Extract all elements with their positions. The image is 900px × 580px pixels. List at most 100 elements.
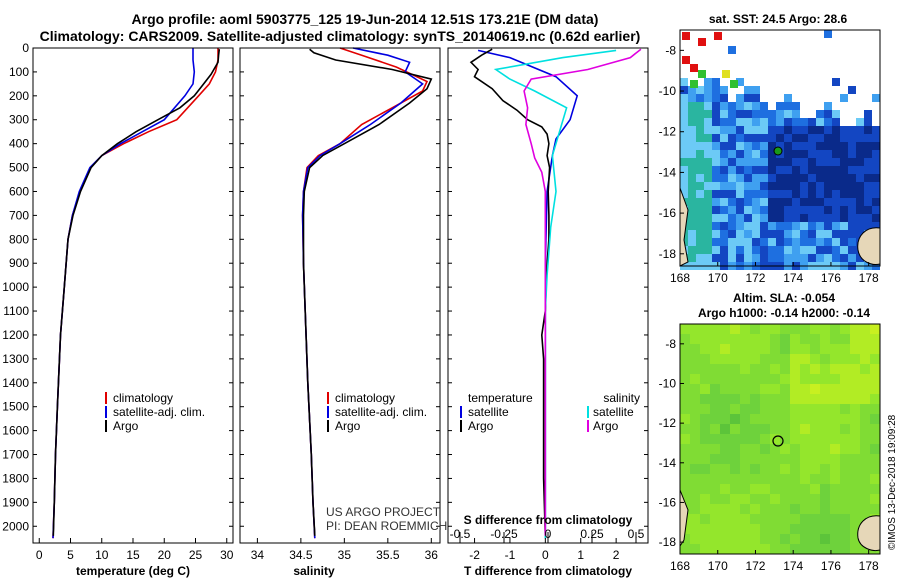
sst-cell [736, 158, 744, 166]
sst-cell [760, 182, 768, 190]
sla-cell [730, 444, 740, 454]
sla-cell [700, 354, 710, 364]
sst-cell [744, 214, 752, 222]
sst-cell [824, 126, 832, 134]
sst-cell [728, 206, 736, 214]
sla-cell [870, 424, 880, 434]
sst-cell [848, 174, 856, 182]
sst-cell [744, 86, 752, 94]
sla-cell [720, 394, 730, 404]
y-tick-label: 200 [9, 89, 29, 103]
sst-cell [800, 214, 808, 222]
sla-cell [790, 444, 800, 454]
sst-cell [808, 166, 816, 174]
sst-cell [872, 142, 880, 150]
sst-cell [784, 94, 792, 102]
sst-cell [872, 198, 880, 206]
sst-cell [784, 222, 792, 230]
sla-cell [740, 344, 750, 354]
sst-cell [704, 230, 712, 238]
sla-cell [800, 334, 810, 344]
sla-cell [730, 514, 740, 524]
sla-cell [850, 524, 860, 534]
sst-cell [776, 158, 784, 166]
sst-cell [776, 118, 784, 126]
map-y-tick-label: -16 [659, 206, 677, 220]
sla-cell [720, 444, 730, 454]
sla-cell [770, 504, 780, 514]
sla-cell [800, 484, 810, 494]
x-tick-label: 15 [126, 548, 140, 562]
sst-cell [840, 214, 848, 222]
sst-cell [864, 198, 872, 206]
sla-cell [750, 384, 760, 394]
sst-cell [752, 190, 760, 198]
sst-cell [832, 166, 840, 174]
sst-cell [832, 110, 840, 118]
sla-cell [860, 494, 870, 504]
sst-cell [792, 182, 800, 190]
sst-cell [808, 214, 816, 222]
sla-cell [690, 464, 700, 474]
sla-cell [750, 514, 760, 524]
sst-cell [864, 150, 872, 158]
x-tick-label: 30 [220, 548, 234, 562]
sla-cell [750, 424, 760, 434]
sla-cell [740, 544, 750, 554]
legend-argo: Argo [335, 419, 361, 433]
t-difference-x-label: T difference from climatology [464, 564, 632, 578]
sla-cell [860, 394, 870, 404]
sla-cell [830, 514, 840, 524]
sla-cell [860, 374, 870, 384]
sst-cell [872, 158, 880, 166]
y-tick-label: 1000 [2, 280, 29, 294]
sla-cell [850, 424, 860, 434]
map-y-tick-label: -12 [659, 125, 677, 139]
sst-cell [752, 166, 760, 174]
sst-cell [776, 238, 784, 246]
sst-cell [682, 32, 690, 40]
sla-cell [720, 334, 730, 344]
sst-cell [848, 230, 856, 238]
sst-cell [736, 134, 744, 142]
sla-cell [740, 514, 750, 524]
sst-cell [872, 206, 880, 214]
sla-cell [730, 324, 740, 334]
sla-cell [800, 424, 810, 434]
sst-cell [728, 110, 736, 118]
sst-cell [872, 190, 880, 198]
sst-cell [704, 214, 712, 222]
sst-cell [792, 158, 800, 166]
sla-cell [870, 344, 880, 354]
sla-cell [800, 494, 810, 504]
sst-cell [840, 222, 848, 230]
sst-cell [840, 254, 848, 262]
sla-cell [710, 414, 720, 424]
sla-cell [680, 484, 690, 494]
sst-cell [688, 174, 696, 182]
sst-cell [704, 94, 712, 102]
sla-cell [870, 484, 880, 494]
sla-cell [850, 514, 860, 524]
sst-cell [680, 94, 688, 102]
sla-cell [820, 434, 830, 444]
sla-cell [860, 324, 870, 334]
sst-cell [752, 222, 760, 230]
sla-cell [850, 454, 860, 464]
sla-cell [700, 484, 710, 494]
sst-cell [720, 230, 728, 238]
sla-cell [810, 534, 820, 544]
sst-cell [736, 230, 744, 238]
sla-cell [710, 524, 720, 534]
sla-cell [760, 534, 770, 544]
sst-cell [690, 64, 698, 72]
sst-cell [856, 230, 864, 238]
x-tick-label: 2 [613, 548, 620, 562]
sst-cell [832, 214, 840, 222]
sst-cell [840, 150, 848, 158]
map-x-tick-label: 170 [708, 559, 728, 573]
salinity-x-label: salinity [293, 564, 335, 578]
sla-cell [780, 334, 790, 344]
sst-cell [736, 190, 744, 198]
